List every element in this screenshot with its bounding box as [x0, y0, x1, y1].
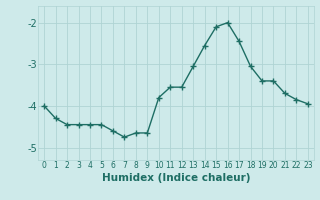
X-axis label: Humidex (Indice chaleur): Humidex (Indice chaleur): [102, 173, 250, 183]
